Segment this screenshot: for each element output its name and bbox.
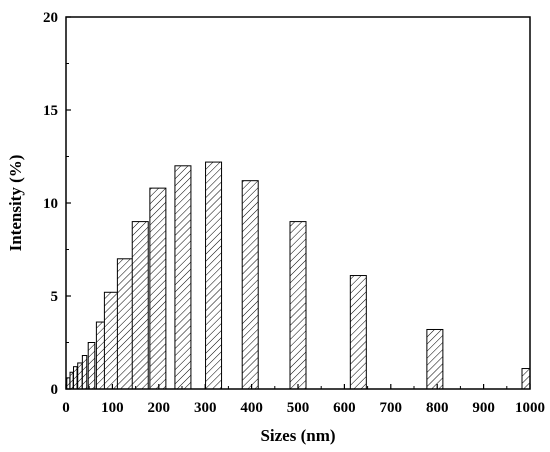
bar	[174, 165, 192, 390]
x-tick-label: 200	[148, 400, 171, 416]
x-axis-ticks: 0 100 200 300 400 500 600 700 800 900 1000	[62, 384, 545, 416]
y-tick-label: 15	[43, 103, 58, 119]
bar	[426, 328, 444, 390]
bar	[521, 368, 531, 390]
y-tick-label: 10	[43, 196, 58, 212]
x-tick-label: 1000	[515, 400, 545, 416]
bar	[77, 362, 83, 390]
x-tick-label: 500	[287, 400, 310, 416]
y-axis-ticks: 0 5 10 15 20	[43, 10, 71, 398]
bars-group	[66, 161, 531, 390]
x-tick-label: 0	[62, 400, 70, 416]
y-axis-title: Intensity (%)	[6, 155, 25, 252]
x-axis-title: Sizes (nm)	[260, 426, 335, 445]
bar	[69, 371, 74, 390]
bar	[149, 187, 167, 390]
bar	[131, 221, 149, 390]
bar	[66, 377, 71, 390]
bar	[289, 221, 307, 390]
y-tick-label: 0	[51, 382, 59, 398]
y-tick-label: 5	[51, 289, 59, 305]
bar	[116, 258, 134, 390]
bar	[205, 161, 223, 390]
bar	[87, 342, 96, 390]
y-tick-label: 20	[43, 10, 58, 26]
x-tick-label: 600	[333, 400, 356, 416]
bar	[81, 355, 88, 390]
bar	[73, 366, 78, 390]
x-tick-label: 800	[426, 400, 449, 416]
bar	[349, 275, 367, 390]
x-tick-label: 700	[380, 400, 403, 416]
x-tick-label: 900	[472, 400, 495, 416]
x-tick-label: 100	[101, 400, 124, 416]
bar	[95, 321, 106, 390]
x-tick-label: 400	[240, 400, 263, 416]
x-tick-label: 300	[194, 400, 217, 416]
bar	[241, 180, 259, 390]
